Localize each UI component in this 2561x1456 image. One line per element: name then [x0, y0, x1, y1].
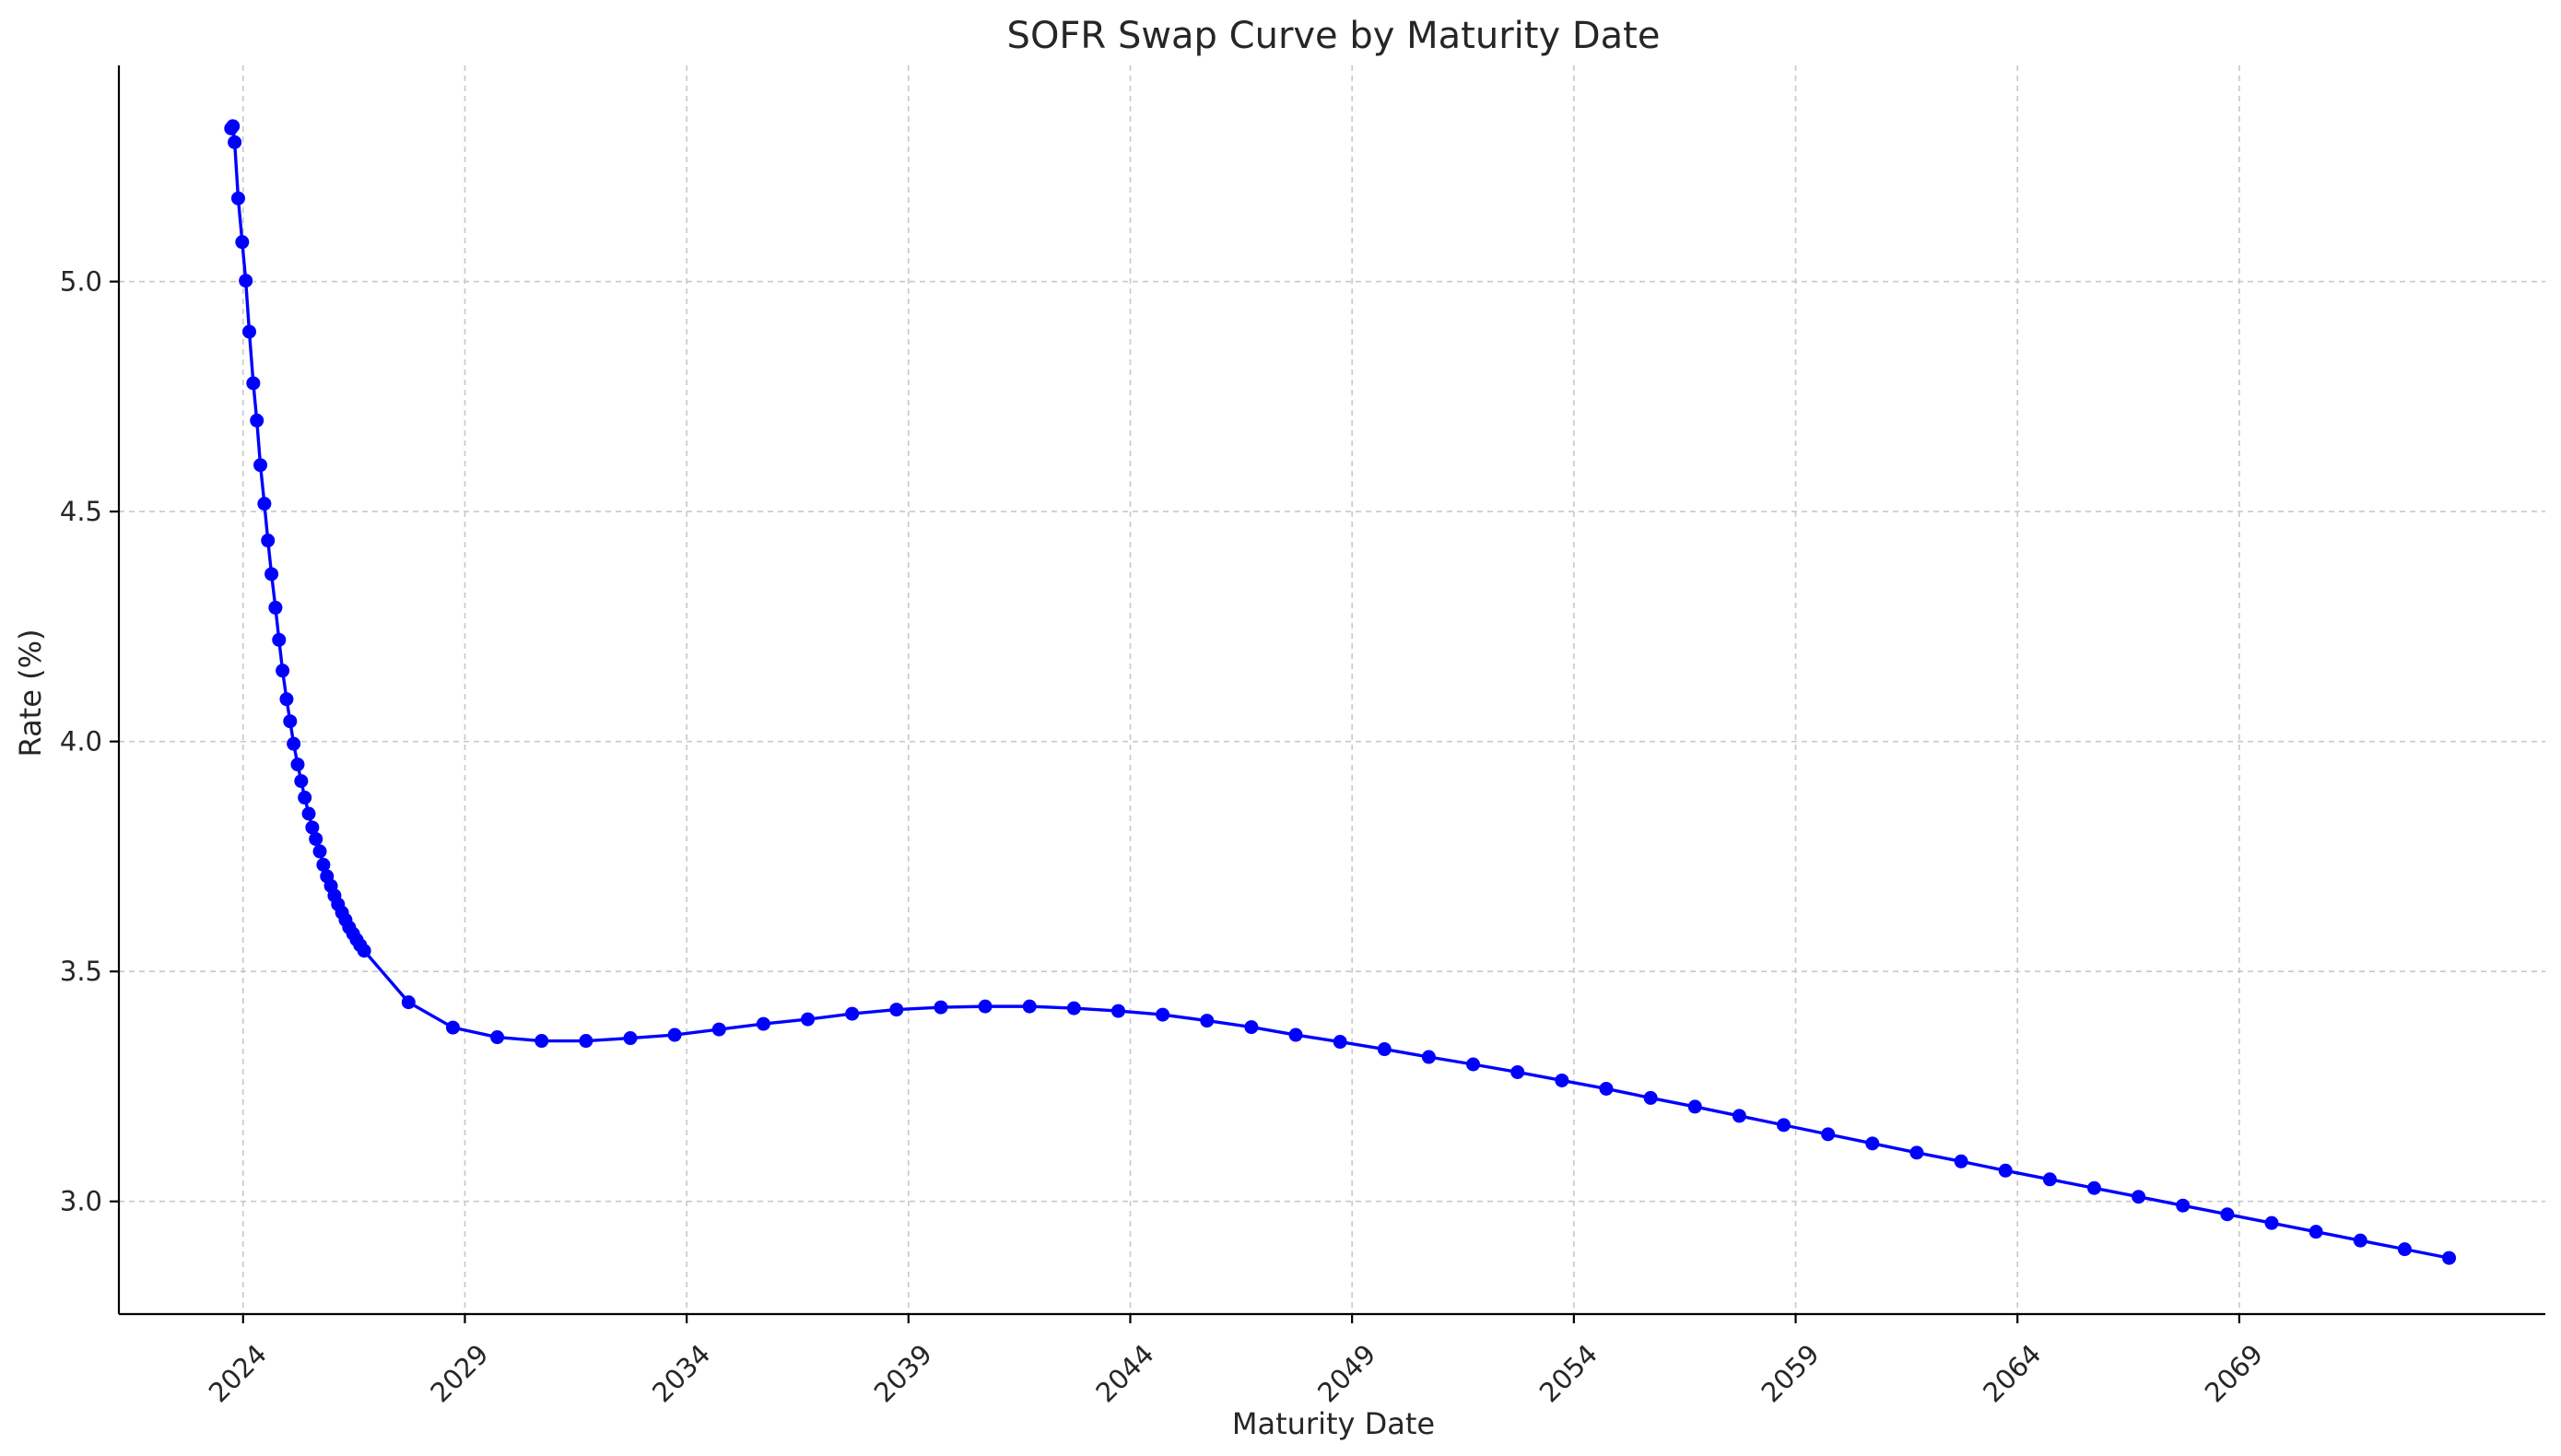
- data-point: [290, 757, 305, 772]
- data-point: [1510, 1064, 1525, 1079]
- data-point: [801, 1012, 816, 1027]
- data-point: [535, 1034, 549, 1049]
- data-point: [357, 944, 371, 958]
- data-point: [2353, 1233, 2367, 1248]
- y-tick-label: 4.5: [60, 496, 102, 527]
- y-axis-ticks: 3.0 3.5 4.0 4.5 5.0: [60, 266, 119, 1217]
- data-point: [264, 567, 279, 581]
- data-point: [268, 600, 283, 615]
- data-point: [230, 191, 245, 205]
- data-point: [294, 774, 309, 789]
- data-point: [257, 497, 272, 511]
- data-point: [1555, 1073, 1569, 1087]
- data-point: [2442, 1251, 2457, 1265]
- data-point: [579, 1034, 593, 1049]
- data-point: [2086, 1180, 2101, 1195]
- data-point: [279, 692, 294, 707]
- data-point: [226, 119, 241, 134]
- data-point: [228, 135, 242, 149]
- data-point: [1156, 1007, 1170, 1022]
- data-point: [242, 324, 257, 339]
- x-axis-label: Maturity Date: [1232, 1406, 1435, 1441]
- data-point: [250, 413, 264, 428]
- data-point: [1333, 1035, 1347, 1050]
- data-point: [2132, 1190, 2146, 1204]
- data-point: [1066, 1001, 1081, 1016]
- data-point: [2220, 1207, 2235, 1222]
- data-point: [401, 995, 416, 1010]
- data-point: [445, 1020, 460, 1035]
- axes-spines: [117, 65, 2545, 1316]
- y-tick-label: 3.5: [60, 956, 102, 987]
- data-point: [1421, 1050, 1436, 1064]
- data-point: [1777, 1118, 1792, 1133]
- data-point: [253, 458, 268, 473]
- y-tick-label: 4.0: [60, 726, 102, 757]
- data-point: [1244, 1020, 1259, 1035]
- y-tick-label: 5.0: [60, 266, 102, 298]
- data-point: [235, 235, 250, 250]
- data-point: [1865, 1136, 1880, 1151]
- data-point: [239, 274, 253, 288]
- data-point: [1909, 1145, 1924, 1160]
- data-point: [309, 831, 323, 846]
- data-point: [312, 844, 327, 859]
- data-point: [1954, 1154, 1968, 1168]
- data-point: [667, 1027, 682, 1042]
- data-point: [978, 999, 993, 1014]
- data-point: [2308, 1225, 2323, 1239]
- data-point: [1687, 1099, 1702, 1114]
- data-point: [283, 714, 298, 729]
- data-point: [1643, 1090, 1658, 1105]
- data-point: [1998, 1163, 2013, 1178]
- data-point: [889, 1003, 904, 1017]
- data-point: [1288, 1027, 1303, 1042]
- data-point: [490, 1030, 505, 1045]
- y-tick-label: 3.0: [60, 1186, 102, 1217]
- y-axis-label: Rate (%): [13, 629, 48, 757]
- data-point: [276, 663, 290, 678]
- data-point: [845, 1006, 860, 1021]
- data-point: [711, 1022, 726, 1037]
- x-gridlines: [241, 65, 2240, 1314]
- data-point: [2176, 1198, 2191, 1213]
- data-point: [1110, 1004, 1125, 1018]
- data-point: [305, 820, 320, 835]
- data-point: [246, 376, 261, 391]
- data-point: [298, 791, 312, 805]
- data-point: [2042, 1172, 2057, 1187]
- data-point: [2397, 1242, 2412, 1257]
- data-point: [2264, 1215, 2279, 1230]
- data-point: [756, 1016, 770, 1031]
- data-point: [287, 736, 301, 751]
- data-point: [934, 1000, 948, 1015]
- data-point: [316, 857, 331, 872]
- data-point: [1599, 1081, 1614, 1096]
- data-point: [1821, 1127, 1836, 1142]
- data-point: [1377, 1042, 1392, 1057]
- series-layer: [224, 119, 2457, 1265]
- data-point: [1732, 1109, 1746, 1123]
- chart-title: SOFR Swap Curve by Maturity Date: [1007, 15, 1661, 57]
- data-point: [1022, 999, 1037, 1014]
- data-point: [623, 1031, 638, 1046]
- data-point: [261, 534, 276, 548]
- data-point: [301, 806, 316, 821]
- data-point: [1466, 1057, 1481, 1072]
- data-point: [1200, 1014, 1215, 1028]
- data-point: [272, 632, 287, 647]
